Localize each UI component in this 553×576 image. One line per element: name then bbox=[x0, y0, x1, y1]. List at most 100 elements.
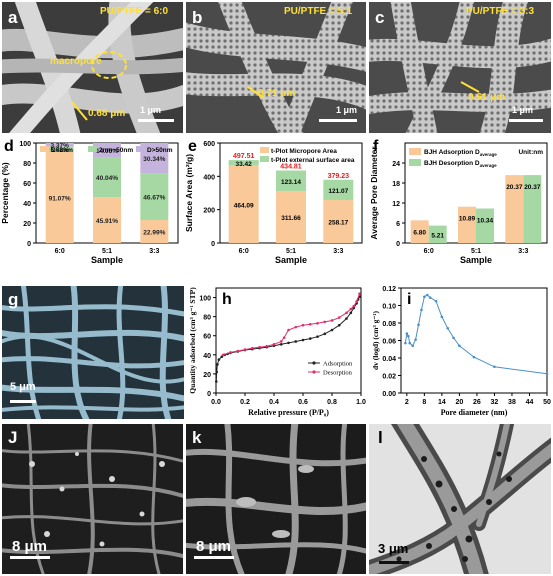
y-tick-label: 600 bbox=[203, 141, 215, 148]
data-point bbox=[258, 345, 261, 349]
bar-segment bbox=[323, 199, 354, 243]
y-tick-label: 0.08 bbox=[382, 321, 396, 328]
panel-a-measure: 0.68 μm bbox=[88, 108, 126, 119]
panel-j-scale-bar-label: 8 μm bbox=[12, 538, 48, 555]
panel-h-chart: 0.0 0.2 0.4 0.6 0.8 1.0 0 20 40 60 80 100 Relative p… bbox=[186, 282, 366, 422]
y-tick-label: 0.12 bbox=[382, 286, 396, 293]
legend-label: 2nm~50nm bbox=[99, 147, 133, 154]
x-tick-label: 0.6 bbox=[298, 399, 308, 406]
panel-l-tem-image bbox=[369, 424, 551, 574]
data-point bbox=[330, 328, 334, 332]
panel-a-label: a bbox=[8, 8, 18, 27]
bar-data-label: 20.37 bbox=[506, 184, 523, 191]
data-point bbox=[217, 358, 221, 361]
data-point bbox=[301, 323, 305, 327]
legend-marker bbox=[312, 370, 316, 374]
x-tick-label: 20 bbox=[456, 399, 464, 406]
bar-total-label: 379.23 bbox=[328, 173, 350, 180]
x-tick-label: 32 bbox=[491, 399, 499, 406]
x-axis-label: Sample bbox=[275, 255, 307, 265]
data-point bbox=[323, 332, 327, 336]
bar-data-label: 10.34 bbox=[477, 218, 494, 225]
bar-segment bbox=[45, 151, 74, 243]
bar-segment bbox=[93, 143, 121, 158]
x-tick-label: 26 bbox=[473, 399, 481, 406]
data-point bbox=[337, 316, 341, 319]
data-point bbox=[345, 311, 348, 315]
data-point bbox=[330, 319, 334, 322]
bar bbox=[458, 206, 476, 243]
legend-label: t-Plot external surface area bbox=[271, 157, 355, 164]
x-axis-label: Sample bbox=[91, 255, 123, 265]
data-point bbox=[287, 328, 290, 332]
legend-marker bbox=[312, 361, 316, 365]
y-tick-label: 400 bbox=[203, 174, 215, 181]
y-tick-label: 0.06 bbox=[382, 339, 396, 346]
data-point bbox=[279, 343, 283, 346]
bar-data-label: 121.07 bbox=[328, 188, 348, 195]
x-tick-label: 8 bbox=[422, 399, 426, 406]
panel-a-scale-bar-label: 1 μm bbox=[140, 105, 162, 115]
panel-label: f bbox=[373, 138, 379, 155]
panel-a-macropore-label: macropore bbox=[50, 56, 102, 67]
data-point bbox=[434, 299, 438, 303]
panel-label: h bbox=[222, 291, 232, 308]
panel-a-condition: PU/PTFE = 6:0 bbox=[100, 6, 169, 17]
panel-g-fibers bbox=[2, 286, 184, 419]
bar-data-label: 6.80 bbox=[413, 229, 426, 236]
y-tick-label: 80 bbox=[23, 161, 31, 168]
panel-label: i bbox=[407, 291, 411, 308]
legend-swatch bbox=[260, 147, 269, 153]
bar-data-label: 5.21 bbox=[431, 232, 444, 239]
panel-j-fibers bbox=[2, 424, 183, 574]
data-point bbox=[411, 344, 414, 348]
y-tick-label: 12 bbox=[392, 201, 400, 208]
x-tick-label: 3:3 bbox=[333, 248, 343, 255]
x-tick-label: 6:0 bbox=[424, 248, 434, 255]
panel-a-fibers bbox=[2, 2, 183, 133]
data-point bbox=[214, 380, 218, 383]
x-tick-label: 2 bbox=[405, 399, 409, 406]
bar-data-label: 14.05% bbox=[96, 148, 118, 155]
x-tick-label: 6:0 bbox=[55, 248, 65, 255]
legend-swatch bbox=[260, 156, 269, 162]
bar-segment bbox=[276, 191, 306, 243]
data-point bbox=[216, 363, 219, 366]
legend-label: BJH Desorption Daverage bbox=[424, 160, 497, 168]
legend-label: Desorption bbox=[323, 370, 353, 377]
panel-e-chart: 0 200 400 600 Surface Area (m²/g) e 464.09 33.4… bbox=[184, 137, 368, 265]
y-tick-label: 24 bbox=[392, 161, 400, 168]
bar-data-label: 33.42 bbox=[236, 161, 253, 168]
legend-label: D>50nm bbox=[147, 147, 173, 154]
data-point bbox=[215, 370, 219, 374]
y-tick-label: 200 bbox=[203, 208, 215, 215]
bar bbox=[505, 175, 524, 243]
x-tick-label: 1.0 bbox=[356, 399, 366, 406]
data-point bbox=[308, 322, 312, 326]
bar-segment bbox=[228, 160, 259, 166]
data-point bbox=[349, 311, 353, 315]
x-tick-label: 14 bbox=[438, 399, 446, 406]
x-axis-label: Pore diameter (nm) bbox=[441, 408, 508, 417]
panel-k-fibers bbox=[186, 424, 366, 574]
data-point bbox=[355, 300, 358, 303]
x-tick-label: 0.2 bbox=[240, 399, 250, 406]
bar-segment bbox=[140, 220, 169, 243]
panel-h-svg: 0.0 0.2 0.4 0.6 0.8 1.0 0 20 40 60 80 100 Relative p… bbox=[188, 287, 366, 417]
data-point bbox=[345, 317, 348, 320]
panel-d-chart: 0 20 40 60 80 100 Percentage (%) d 91.07% 5.56% 3.… bbox=[0, 137, 183, 265]
panel-j-sem-image bbox=[2, 424, 183, 574]
data-point bbox=[423, 295, 426, 299]
bar-data-label: 46.67% bbox=[143, 195, 165, 202]
legend-swatch bbox=[88, 146, 97, 152]
bar-segment bbox=[323, 179, 354, 200]
y-tick-label: 0 bbox=[207, 391, 211, 398]
data-point bbox=[452, 336, 455, 340]
bar-data-label: 311.66 bbox=[281, 215, 301, 222]
y-tick-label: 0.02 bbox=[382, 374, 396, 381]
data-point bbox=[425, 293, 429, 297]
plot-frame bbox=[215, 287, 362, 394]
data-point bbox=[440, 315, 444, 319]
bar bbox=[476, 208, 494, 243]
series-line bbox=[404, 294, 548, 375]
